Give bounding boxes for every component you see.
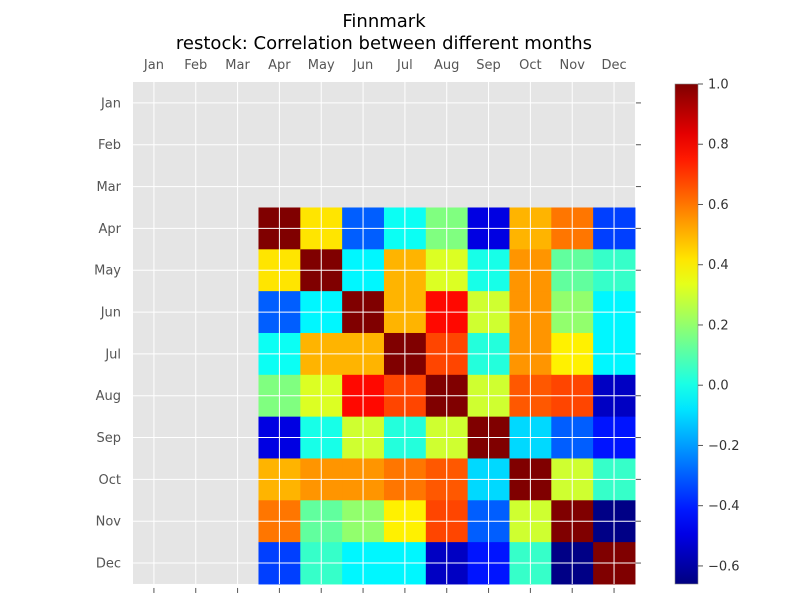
x-tick-label-jun: Jun (352, 58, 373, 73)
y-tick-label-may: May (94, 264, 121, 279)
y-tick-label-nov: Nov (96, 515, 122, 530)
y-tick-label-apr: Apr (99, 222, 122, 237)
y-tick-label-jan: Jan (100, 96, 121, 111)
chart-title: Finnmark (342, 11, 426, 32)
heatmap-axes: Jan Jan Feb Feb Mar Mar Apr Apr May May Jun Jun Jul J… (94, 58, 641, 593)
x-tick-label-sep: Sep (476, 58, 501, 73)
x-tick-label-aug: Aug (434, 58, 459, 73)
x-tick-label-feb: Feb (184, 58, 207, 73)
x-tick-label-apr: Apr (268, 58, 291, 73)
colorbar-tick-label: 0.8 (708, 138, 729, 153)
colorbar-tick-label: 0.0 (708, 379, 729, 394)
colorbar-frame (674, 83, 699, 585)
x-tick-label-jul: Jul (396, 58, 413, 73)
colorbar-gradient (675, 84, 698, 584)
x-tick-label-jan: Jan (143, 58, 164, 73)
colorbar-tick-label: 1.0 (708, 78, 729, 93)
colorbar-tick-label: −0.2 (708, 439, 740, 454)
y-tick-label-dec: Dec (96, 557, 121, 572)
colorbar: 1.0 0.8 0.6 0.4 0.2 0.0 −0.2 −0.4 −0.6 (674, 78, 740, 585)
y-tick-label-mar: Mar (96, 180, 121, 195)
colorbar-tick-label: 0.2 (708, 318, 729, 333)
heatmap-grid (133, 82, 635, 584)
x-tick-label-nov: Nov (560, 58, 586, 73)
y-tick-label-aug: Aug (96, 389, 121, 404)
x-tick-label-may: May (308, 58, 335, 73)
y-tick-label-oct: Oct (99, 473, 121, 488)
y-tick-label-jun: Jun (100, 306, 121, 321)
chart-subtitle: restock: Correlation between different m… (175, 33, 593, 54)
heatmap-cells (133, 82, 636, 585)
y-tick-label-sep: Sep (96, 431, 121, 446)
colorbar-tick-label: 0.6 (708, 198, 729, 213)
colorbar-tick-label: −0.4 (708, 499, 740, 514)
colorbar-tick-label: 0.4 (708, 258, 729, 273)
y-tick-label-feb: Feb (98, 138, 121, 153)
x-tick-label-mar: Mar (225, 58, 250, 73)
y-tick-label-jul: Jul (104, 347, 121, 362)
colorbar-tick-label: −0.6 (708, 559, 740, 574)
x-tick-label-dec: Dec (601, 58, 626, 73)
x-tick-label-oct: Oct (519, 58, 541, 73)
